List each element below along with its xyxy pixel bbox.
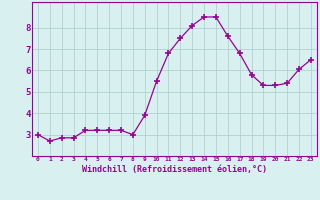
X-axis label: Windchill (Refroidissement éolien,°C): Windchill (Refroidissement éolien,°C) [82,165,267,174]
